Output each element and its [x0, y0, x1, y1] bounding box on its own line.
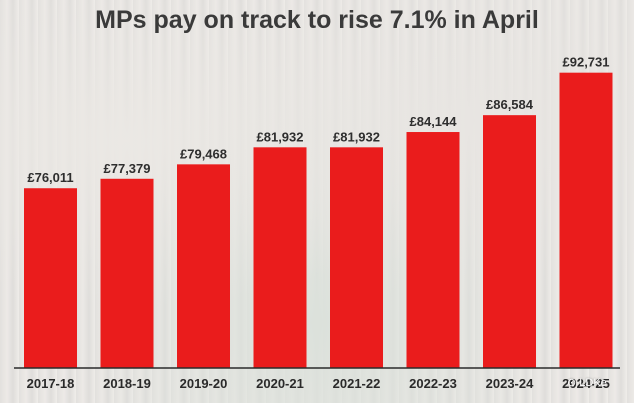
bar-2021-22 [330, 147, 383, 368]
bar-2018-19 [100, 178, 154, 368]
value-label: £84,144 [410, 114, 458, 129]
value-label: £76,011 [27, 170, 73, 185]
watermark: ⊙ LDKe [567, 377, 607, 389]
value-label: £81,932 [257, 129, 304, 144]
x-tick-label: 2022-23 [409, 376, 457, 391]
x-tick-label: 2021-22 [333, 376, 381, 391]
x-tick-label: 2019-20 [180, 376, 228, 391]
bar-2024-25 [559, 72, 613, 369]
bar-2023-24 [483, 115, 536, 368]
x-tick-label: 2023-24 [486, 376, 534, 391]
value-label: £92,731 [563, 55, 610, 70]
bar-2022-23 [406, 132, 460, 368]
x-tick-label: 2024-25 [562, 376, 610, 391]
bar-2017-18 [24, 188, 77, 368]
chart-title: MPs pay on track to rise 7.1% in April [95, 6, 539, 34]
value-label: £77,379 [104, 161, 151, 176]
x-tick-label: 2017-18 [27, 376, 75, 391]
x-tick-label: 2020-21 [256, 376, 304, 391]
value-label: £79,468 [180, 146, 227, 161]
bar-2020-21 [253, 147, 307, 368]
bar-2019-20 [177, 164, 230, 368]
x-tick-label: 2018-19 [103, 376, 151, 391]
value-label: £81,932 [333, 129, 380, 144]
value-label: £86,584 [486, 97, 534, 112]
